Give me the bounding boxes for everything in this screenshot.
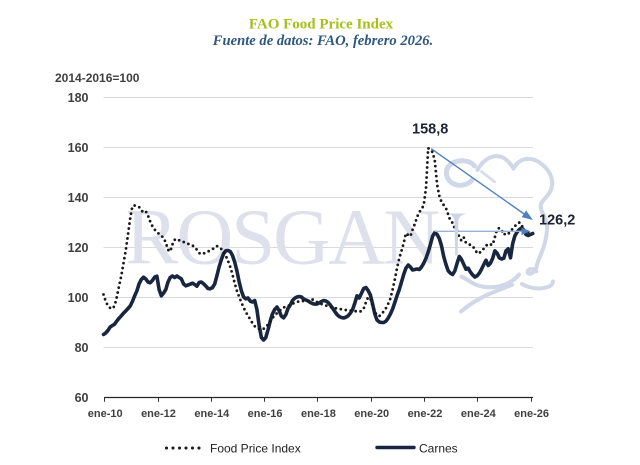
svg-text:ene-20: ene-20 xyxy=(354,408,389,420)
svg-text:Fuente de datos: FAO, febrero: Fuente de datos: FAO, febrero 2026. xyxy=(212,33,433,49)
svg-text:100: 100 xyxy=(68,291,89,305)
svg-text:158,8: 158,8 xyxy=(412,122,448,138)
svg-text:Carnes: Carnes xyxy=(419,442,458,456)
svg-text:140: 140 xyxy=(68,191,89,205)
svg-text:160: 160 xyxy=(68,141,89,155)
svg-text:60: 60 xyxy=(75,391,89,405)
svg-text:ene-18: ene-18 xyxy=(301,408,336,420)
svg-text:ROSGAN: ROSGAN xyxy=(126,195,440,282)
svg-text:ene-12: ene-12 xyxy=(141,408,176,420)
svg-text:ene-26: ene-26 xyxy=(514,408,549,420)
svg-text:ene-10: ene-10 xyxy=(88,408,123,420)
svg-text:FAO Food Price Index: FAO Food Price Index xyxy=(249,17,394,33)
svg-text:Food Price Index: Food Price Index xyxy=(210,442,301,456)
svg-text:2014-2016=100: 2014-2016=100 xyxy=(55,71,140,85)
svg-text:ene-22: ene-22 xyxy=(408,408,443,420)
svg-text:80: 80 xyxy=(75,341,89,355)
svg-text:ene-14: ene-14 xyxy=(194,408,230,420)
svg-text:ene-16: ene-16 xyxy=(248,408,283,420)
svg-text:ene-24: ene-24 xyxy=(461,408,497,420)
svg-text:180: 180 xyxy=(68,91,89,105)
svg-text:120: 120 xyxy=(68,241,89,255)
svg-text:126,2: 126,2 xyxy=(539,213,575,229)
